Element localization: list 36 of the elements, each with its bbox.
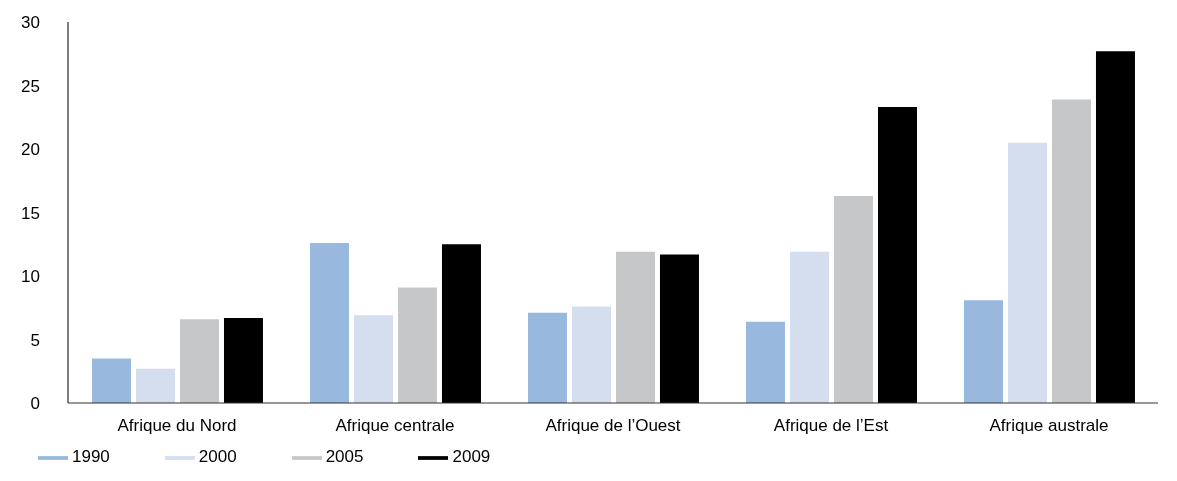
bar: [353, 315, 393, 403]
bar: [615, 251, 655, 403]
bar: [527, 312, 567, 403]
x-tick-label: Afrique de l’Est: [773, 416, 889, 436]
bar: [789, 251, 829, 403]
bar: [1051, 99, 1091, 403]
legend-label: 2005: [325, 447, 364, 467]
y-tick-label: 20: [21, 140, 40, 160]
x-tick-label: Afrique de l’Ouest: [545, 416, 681, 436]
legend-label: 2009: [452, 447, 491, 467]
y-tick-label: 0: [30, 394, 40, 414]
bar: [833, 195, 873, 403]
bar: [397, 287, 437, 403]
x-tick-label: Afrique centrale: [335, 416, 455, 436]
bar: [91, 358, 131, 403]
bar: [309, 242, 349, 403]
bar: [745, 321, 785, 403]
y-tick-label: 25: [21, 76, 40, 96]
legend-label: 1990: [72, 447, 110, 467]
y-tick-label: 30: [21, 13, 40, 33]
y-tick-label: 15: [21, 203, 40, 223]
x-tick-label: Afrique du Nord: [117, 416, 237, 436]
bar: [1095, 51, 1135, 403]
y-tick-label: 5: [30, 330, 40, 350]
x-tick-label: Afrique australe: [989, 416, 1109, 436]
bar: [571, 306, 611, 403]
y-tick-label: 10: [21, 267, 40, 287]
bar: [963, 300, 1003, 403]
bar: [659, 254, 699, 403]
bar: [877, 107, 917, 403]
bar: [223, 317, 263, 403]
legend-label: 2000: [198, 447, 237, 467]
bar: [135, 368, 175, 403]
bar: [179, 319, 219, 403]
bar: [441, 244, 481, 403]
bar: [1007, 142, 1047, 403]
